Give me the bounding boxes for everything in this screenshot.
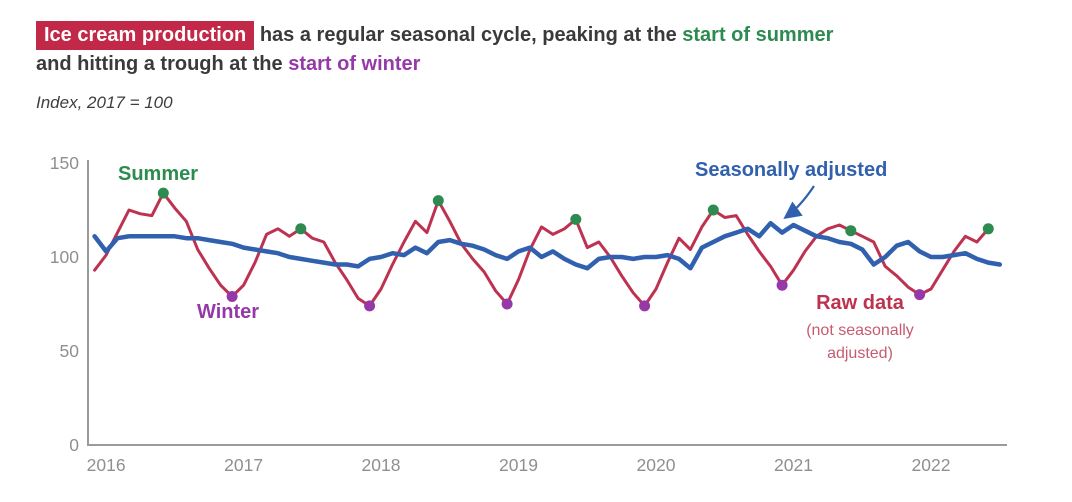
- x-tick-label: 2020: [637, 455, 676, 475]
- x-tick-labels: 2016 2017 2018 2019 2020 2021 2022: [87, 455, 951, 475]
- winter-trough-dot: [364, 300, 376, 312]
- winter-trough-dot: [226, 291, 238, 302]
- title-summer-phrase: start of summer: [682, 24, 834, 46]
- seasonally-adjusted-label: Seasonally adjusted: [695, 159, 888, 181]
- y-tick-labels: 0 50 100 150: [50, 153, 79, 455]
- raw-data-sublabel-line1: (not seasonally: [806, 322, 914, 339]
- raw-data-line: [93, 191, 990, 308]
- title-line2-start: and hitting a trough at the: [36, 53, 289, 75]
- raw-data-sublabel-line2: adjusted): [827, 345, 893, 362]
- winter-trough-dot: [776, 279, 788, 291]
- y-tick-label: 150: [50, 153, 79, 173]
- x-tick-label: 2021: [774, 455, 813, 475]
- summer-peak-dot: [157, 187, 169, 199]
- y-tick-label: 0: [69, 435, 79, 455]
- seasonally-adjusted-line: [92, 220, 1003, 271]
- winter-trough-dots: [226, 279, 926, 312]
- raw-data-sublabel: (not seasonally adjusted): [779, 319, 941, 365]
- summer-peak-dots: [157, 187, 994, 237]
- title-line1-rest: has a regular seasonal cycle, peaking at…: [254, 24, 683, 46]
- chart-title: Ice cream production has a regular seaso…: [36, 21, 1046, 79]
- title-winter-phrase: start of winter: [288, 53, 421, 75]
- summer-peak-dot: [845, 225, 857, 237]
- winter-trough-dot: [639, 300, 651, 312]
- summer-peak-dot: [570, 213, 582, 225]
- x-tick-label: 2019: [499, 455, 538, 475]
- x-tick-label: 2017: [224, 455, 263, 475]
- x-tick-label: 2016: [87, 455, 126, 475]
- summer-peak-dot: [432, 195, 444, 207]
- winter-trough-dot: [914, 289, 926, 301]
- x-tick-label: 2018: [362, 455, 401, 475]
- y-tick-label: 100: [50, 247, 79, 267]
- summer-label: Summer: [118, 163, 199, 185]
- summer-peak-dot: [707, 204, 719, 216]
- raw-data-label: Raw data: [816, 292, 904, 314]
- chart-subtitle: Index, 2017 = 100: [36, 93, 173, 112]
- winter-trough-dot: [501, 298, 513, 310]
- title-highlight: Ice cream production: [36, 21, 255, 50]
- winter-label: Winter: [197, 301, 260, 323]
- seasonally-adjusted-arrow: [783, 185, 815, 219]
- y-tick-label: 50: [60, 341, 80, 361]
- summer-peak-dot: [295, 223, 307, 235]
- summer-peak-dot: [982, 223, 994, 235]
- x-tick-label: 2022: [912, 455, 951, 475]
